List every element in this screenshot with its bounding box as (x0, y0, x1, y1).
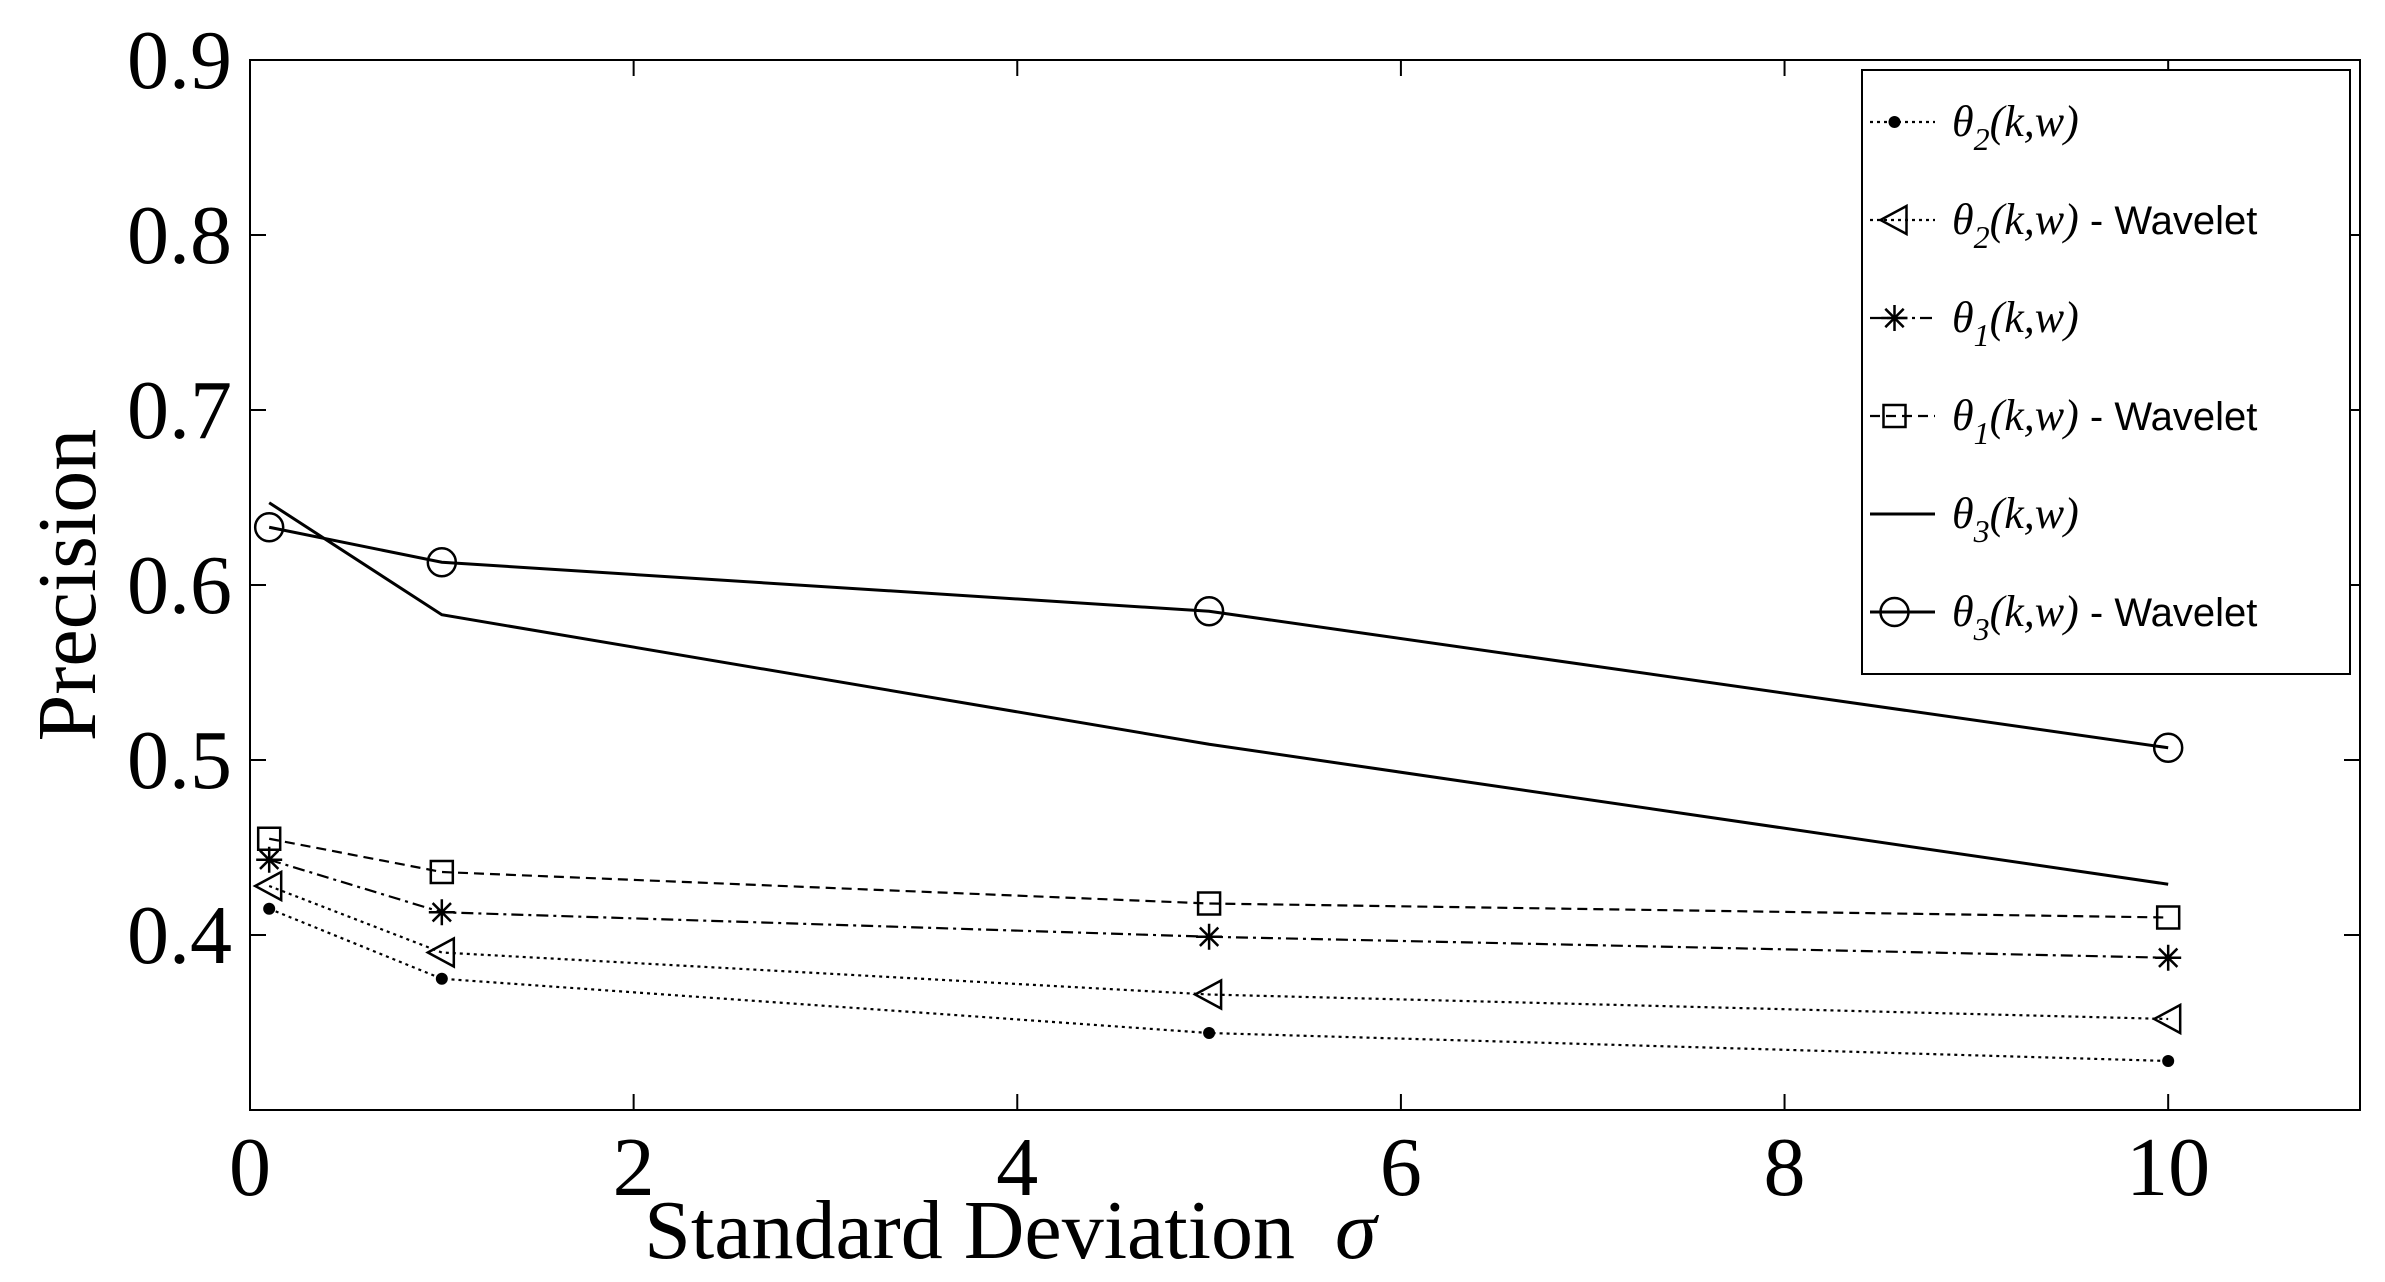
y-tick-label: 0.4 (127, 889, 232, 982)
y-axis-ticks: 0.4 0.5 0.6 0.7 0.8 0.9 (127, 14, 2360, 982)
series-6-point (426, 547, 458, 578)
y-tick-label: 0.8 (127, 189, 232, 282)
series-3-point (1196, 923, 1223, 950)
legend-label-4: θ1(k,w) - Wavelet (1952, 391, 2257, 451)
legend-label-3: θ1(k,w) (1952, 293, 2079, 353)
series-1-point (2162, 1055, 2175, 1067)
series-3-point (256, 846, 283, 873)
x-tick-label: 8 (1764, 1121, 1806, 1214)
x-tick-label: 6 (1380, 1121, 1422, 1214)
series-6-point (2152, 732, 2184, 763)
series-2-point (425, 936, 456, 969)
x-tick-label: 0 (229, 1121, 271, 1214)
series-1-point (435, 972, 448, 985)
y-tick-label: 0.5 (127, 714, 232, 807)
series-line-5 (268, 501, 2169, 886)
series-1-point (1203, 1027, 1216, 1039)
x-axis-symbol: σ (1335, 1184, 1380, 1277)
y-tick-label: 0.7 (127, 364, 232, 457)
series-line-1 (268, 907, 2169, 1063)
series-markers (252, 512, 2184, 1067)
series-4-point (1196, 891, 1222, 916)
x-axis-ticks: 0 2 4 6 8 10 (229, 60, 2210, 1214)
series-4-point (256, 826, 282, 851)
legend-marker-2 (1877, 203, 1908, 237)
x-tick-label: 2 (613, 1121, 655, 1214)
legend-marker-4 (1882, 403, 1907, 429)
legend-label-1: θ2(k,w) (1952, 97, 2079, 157)
legend-label-6: θ3(k,w) - Wavelet (1952, 587, 2257, 647)
legend-marker-3 (1881, 305, 1908, 331)
series-4-point (2155, 905, 2181, 930)
series-2-point (252, 869, 283, 903)
series-line-2 (268, 884, 2169, 1021)
series-2-point (2151, 1002, 2182, 1036)
series-line-3 (268, 858, 2169, 959)
x-tick-label: 10 (2126, 1121, 2210, 1214)
legend-box (1861, 69, 2351, 675)
y-axis-label: Precision (21, 429, 114, 742)
series-lines (268, 501, 2169, 1063)
legend-marker-1 (1888, 116, 1901, 128)
x-tick-label: 4 (996, 1121, 1038, 1214)
legend-label-2: θ2(k,w) - Wavelet (1952, 195, 2257, 255)
series-2-point (1192, 978, 1223, 1011)
legend: θ2(k,w) θ2(k,w) - Wavelet θ1(k,w) θ1(k,w) -… (1861, 69, 2351, 675)
series-3-point (2155, 944, 2182, 971)
legend-label-5: θ3(k,w) (1952, 489, 2079, 549)
series-line-6 (268, 525, 2169, 750)
series-3-point (428, 899, 455, 926)
legend-marker-6 (1879, 596, 1910, 628)
series-6-point (253, 512, 285, 543)
series-1-point (263, 902, 276, 915)
series-4-point (429, 859, 455, 885)
x-axis-label: Standard Deviation (644, 1184, 1295, 1277)
series-line-4 (268, 837, 2169, 919)
y-tick-label: 0.9 (127, 14, 232, 107)
series-6-point (1193, 596, 1225, 627)
y-tick-label: 0.6 (127, 539, 232, 632)
